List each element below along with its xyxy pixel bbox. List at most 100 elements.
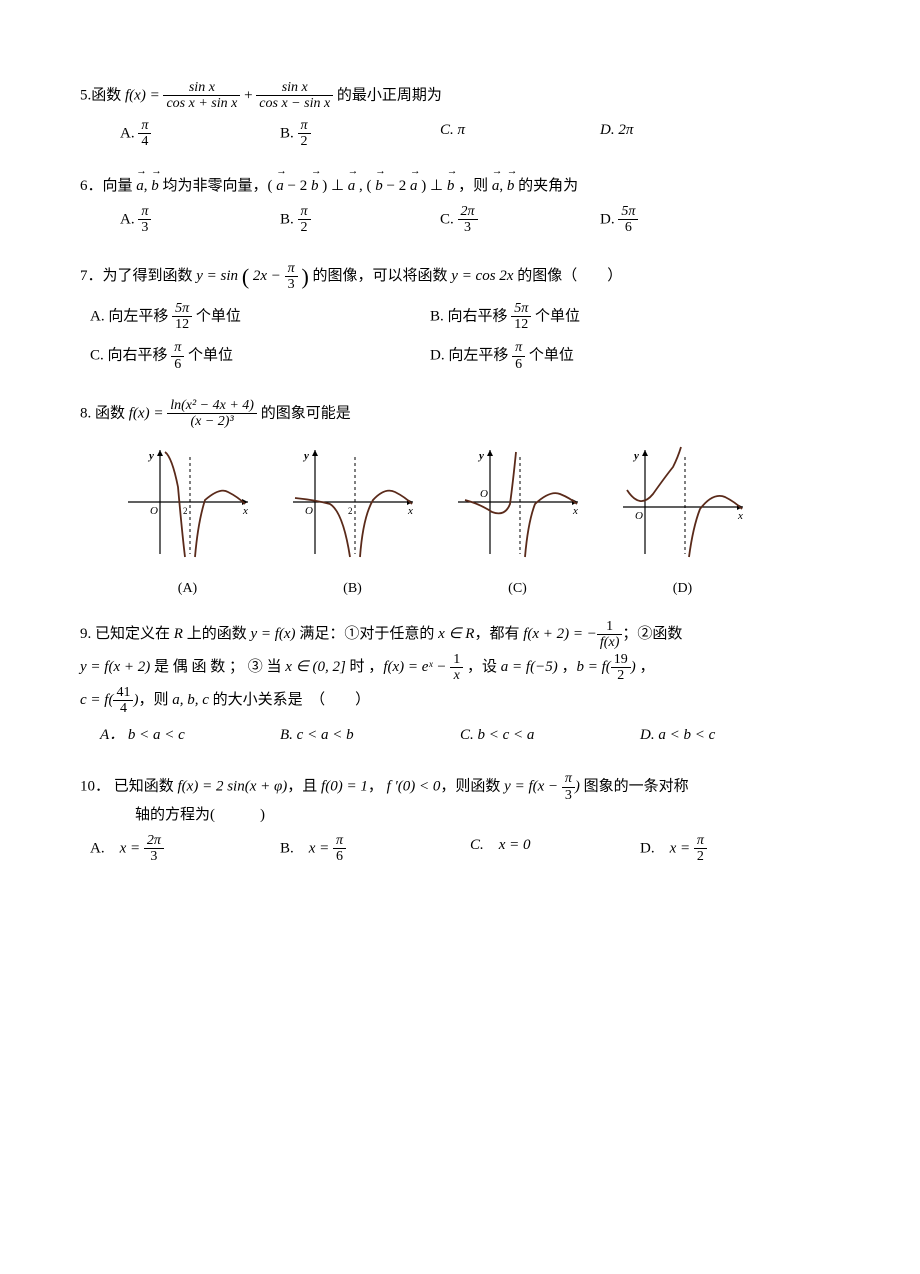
svg-text:O: O <box>305 505 313 517</box>
q7-t-c: 的图像（ ） <box>517 268 622 284</box>
q10-b-den: 6 <box>333 849 346 864</box>
q7-rparen: ) <box>301 264 308 289</box>
q6-vec-b1: b <box>151 174 159 198</box>
q10-d-pre: D. <box>640 840 670 856</box>
q10-opt-a: A. x = 2π3 <box>90 833 260 865</box>
svg-text:x: x <box>737 510 743 522</box>
q9-fd: f(x) <box>597 635 622 650</box>
q7-opt-d: D. 向左平移 π6 个单位 <box>430 340 770 372</box>
q8-label-b: (B) <box>285 578 420 600</box>
q5-a-num: π <box>138 118 151 134</box>
q10-stem: 10． 已知函数 f(x) = 2 sin(x + φ)，且 f(0) = 1，… <box>80 771 850 827</box>
q7-t-b: 的图像，可以将函数 <box>313 268 452 284</box>
q10-opt-b: B. x = π6 <box>280 833 450 865</box>
q9-l2c: 时 ， <box>346 659 384 675</box>
q6-stem: 6．向量 a, b 均为非零向量，( a − 2 b ) ⊥ a , ( b −… <box>80 174 850 198</box>
q10-b-num: π <box>333 833 346 849</box>
q6-comma1: , <box>144 178 152 194</box>
q9-aeq: a = f(−5) <box>501 659 558 675</box>
q8-t-b: 的图象可能是 <box>261 405 351 421</box>
q10-l1d: ，则函数 <box>440 779 504 795</box>
q9-opt-c: C. b < c < a <box>460 723 620 747</box>
q10-d-den: 2 <box>694 849 707 864</box>
q6-d-den: 6 <box>618 220 638 235</box>
q9-fx2: f(x + 2) = − <box>523 626 597 642</box>
q7-yeq: y = sin <box>196 268 238 284</box>
q7-a-den: 12 <box>172 317 192 332</box>
q7-t-a: 7．为了得到函数 <box>80 268 196 284</box>
q9-l2b: 是 偶 函 数 ； ③ 当 <box>150 659 285 675</box>
q8-graph-b: O x y 2 (B) <box>285 442 420 600</box>
q6-vec-a2: a <box>276 174 284 198</box>
q10-opt-c: C. x = 0 <box>470 833 620 865</box>
q6-vec-a3: a <box>348 174 356 198</box>
q5-opt-b: B. π2 <box>280 118 420 150</box>
q6-c-den: 3 <box>458 220 478 235</box>
q9-xinR: x ∈ R <box>438 626 474 642</box>
svg-text:2: 2 <box>348 506 353 516</box>
q10-f0: f(0) = 1 <box>321 779 368 795</box>
question-5: 5.函数 f(x) = sin x cos x + sin x + sin x … <box>80 80 850 156</box>
q9-xin: x ∈ (0, 2] <box>285 659 346 675</box>
q10-b-pre: B. <box>280 840 309 856</box>
graph-d-svg: O x y <box>615 442 750 562</box>
graph-c-svg: O x y <box>450 442 585 562</box>
q6-t-g: ) ⊥ <box>421 178 447 194</box>
q9-l1b: 上的函数 <box>183 626 251 642</box>
q7-d-den: 6 <box>512 357 525 372</box>
q6-b-num: π <box>298 204 311 220</box>
q10-a-x: x = <box>120 840 144 856</box>
svg-text:y: y <box>477 450 484 462</box>
q7-d-suf: 个单位 <box>525 348 574 364</box>
q8-label-c: (C) <box>450 578 585 600</box>
q6-t-b: 均为非零向量，( <box>163 178 273 194</box>
q7-opt-b: B. 向右平移 5π12 个单位 <box>430 301 770 333</box>
q9-opt-a: A． b < a < c <box>100 723 260 747</box>
q6-opt-d: D. 5π6 <box>600 204 740 236</box>
q6-a-num: π <box>138 204 151 220</box>
q9-stem: 9. 已知定义在 R 上的函数 y = f(x) 满足：①对于任意的 x ∈ R… <box>80 618 850 717</box>
q5-opt-d: D. 2π <box>600 118 740 150</box>
q9-l1c: 满足：①对于任意的 <box>296 626 439 642</box>
q8-t-a: 8. 函数 <box>80 405 129 421</box>
q5-options: A. π4 B. π2 C. π D. 2π <box>80 118 850 156</box>
q5-b-num: π <box>298 118 311 134</box>
q6-t-e: , ( <box>359 178 372 194</box>
q9-l2e: ， <box>558 659 577 675</box>
q8-label-a: (A) <box>120 578 255 600</box>
q9-R: R <box>174 626 183 642</box>
q10-d-num: π <box>694 833 707 849</box>
q9-bn: 19 <box>611 652 631 668</box>
q5-b-den: 2 <box>298 134 311 149</box>
q6-c-label: C. <box>440 211 458 227</box>
svg-text:2: 2 <box>183 506 188 516</box>
q8-graphs: O x y 2 (A) O x y 2 (B) <box>120 442 850 600</box>
q9-fn: 1 <box>597 619 622 635</box>
q5-func: f(x) = <box>125 87 163 103</box>
q7-b-suf: 个单位 <box>531 308 580 324</box>
q6-vec-b5: b <box>507 174 515 198</box>
question-8: 8. 函数 f(x) = ln(x² − 4x + 4)(x − 2)³ 的图象… <box>80 398 850 600</box>
q6-vec-b3: b <box>375 174 383 198</box>
q9-fxn: 1 <box>450 652 463 668</box>
graph-a-svg: O x y 2 <box>120 442 255 562</box>
q6-t-d: ) ⊥ <box>322 178 348 194</box>
q10-fd: 3 <box>562 788 575 803</box>
q8-num: ln(x² − 4x + 4) <box>167 398 257 414</box>
q10-l1a: 10． 已知函数 <box>80 779 178 795</box>
q6-d-label: D. <box>600 211 618 227</box>
question-7: 7．为了得到函数 y = sin ( 2x − π3 ) 的图像，可以将函数 y… <box>80 259 850 380</box>
q7-a-suf: 个单位 <box>192 308 241 324</box>
q6-c-num: 2π <box>458 204 478 220</box>
q5-a-den: 4 <box>138 134 151 149</box>
q10-fp0: f ′(0) < 0 <box>387 779 441 795</box>
q6-vec-a1: a <box>136 174 144 198</box>
q9-l1d: ，都有 <box>474 626 523 642</box>
q5-stem: 5.函数 f(x) = sin x cos x + sin x + sin x … <box>80 80 850 112</box>
q6-comma2: , <box>499 178 507 194</box>
q6-t-h: ，则 <box>458 178 492 194</box>
q7-lparen: ( <box>242 264 249 289</box>
q8-graph-d: O x y (D) <box>615 442 750 600</box>
q8-stem: 8. 函数 f(x) = ln(x² − 4x + 4)(x − 2)³ 的图象… <box>80 398 850 430</box>
q9-fxd: x <box>450 668 463 683</box>
